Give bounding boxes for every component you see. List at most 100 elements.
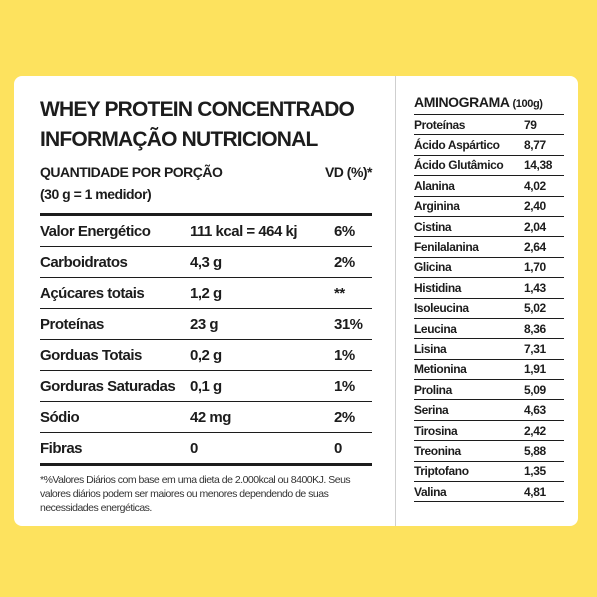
- aminogram-row: Proteínas 79: [414, 114, 564, 134]
- amino-acid-name: Fenilalanina: [414, 240, 479, 255]
- nutrient-amount: 23 g: [190, 315, 219, 333]
- aminogram-panel: AMINOGRAMA (100g) Proteínas 79 Ácido Aspár…: [414, 94, 564, 503]
- serving-size: (30 g = 1 medidor): [40, 186, 152, 202]
- aminogram-row: Arginina 2,40: [414, 195, 564, 216]
- aminogram-row: Histidina 1,43: [414, 277, 564, 297]
- product-title: WHEY PROTEIN CONCENTRADO: [40, 98, 355, 121]
- amino-acid-value: 5,88: [524, 443, 546, 458]
- nutrient-vd: 0: [334, 439, 342, 457]
- nutrient-vd: 1%: [334, 346, 355, 364]
- nutrient-vd: 2%: [334, 253, 355, 271]
- nutrient-name: Proteínas: [40, 315, 104, 333]
- nutrition-facts-panel: WHEY PROTEIN CONCENTRADO INFORMAÇÃO NUTR…: [40, 95, 373, 515]
- amino-acid-name: Prolina: [414, 382, 452, 397]
- amino-acid-value: 4,63: [524, 403, 546, 418]
- aminogram-row: Ácido Aspártico 8,77: [414, 134, 564, 154]
- nutrition-row: Proteínas 23 g 31%: [40, 309, 372, 340]
- nutrient-amount: 111 kcal = 464 kj: [190, 222, 298, 240]
- nutrition-row: Fibras 0 0: [40, 433, 372, 466]
- aminogram-row: Lisina 7,31: [414, 338, 564, 358]
- nutrition-table: Valor Energético 111 kcal = 464 kj 6% Carbo…: [40, 216, 372, 466]
- footnote: *%Valores Diários com base em uma dieta …: [40, 474, 351, 514]
- amino-acid-value: 2,42: [524, 423, 546, 438]
- amino-acid-value: 8,36: [524, 321, 546, 336]
- aminogram-row: Serina 4,63: [414, 399, 564, 419]
- amino-acid-value: 4,81: [524, 484, 546, 499]
- amino-acid-name: Leucina: [414, 321, 457, 336]
- amino-acid-name: Lisina: [414, 341, 447, 356]
- nutrition-row: Carboidratos 4,3 g 2%: [40, 247, 372, 278]
- amino-acid-value: 2,04: [524, 219, 546, 234]
- aminogram-title: AMINOGRAMA: [414, 94, 510, 110]
- aminogram-row: Glicina 1,70: [414, 256, 564, 277]
- amino-acid-name: Metionina: [414, 362, 467, 377]
- amino-acid-value: 1,43: [524, 280, 546, 295]
- nutrition-row: Açúcares totais 1,2 g **: [40, 278, 372, 309]
- nutrient-name: Açúcares totais: [40, 284, 145, 302]
- nutrition-row: Gorduas Totais 0,2 g 1%: [40, 340, 372, 371]
- amino-acid-name: Ácido Glutâmico: [414, 158, 504, 173]
- aminogram-row: Cistina 2,04: [414, 215, 564, 236]
- nutrient-amount: 0,1 g: [190, 377, 222, 395]
- amino-acid-name: Triptofano: [414, 464, 469, 479]
- nutrient-vd: 6%: [334, 222, 355, 240]
- serving-label: QUANTIDADE POR PORÇÃO: [40, 164, 223, 180]
- column-divider: [395, 76, 396, 526]
- aminogram-row: Tirosina 2,42: [414, 419, 564, 440]
- amino-acid-name: Serina: [414, 403, 449, 418]
- nutrient-amount: 42 mg: [190, 408, 231, 426]
- amino-acid-name: Tirosina: [414, 423, 458, 438]
- nutrition-row: Valor Energético 111 kcal = 464 kj 6%: [40, 216, 372, 247]
- amino-acid-name: Treonina: [414, 443, 461, 458]
- nutrition-label-card: [14, 76, 578, 526]
- nutrient-amount: 1,2 g: [190, 284, 222, 302]
- aminogram-row: Alanina 4,02: [414, 175, 564, 195]
- amino-acid-value: 8,77: [524, 138, 546, 153]
- aminogram-row: Valina 4,81: [414, 481, 564, 503]
- serving-header: QUANTIDADE POR PORÇÃO VD (%)*: [40, 161, 373, 183]
- nutrient-vd: 1%: [334, 377, 355, 395]
- amino-acid-value: 1,91: [524, 362, 546, 377]
- amino-acid-name: Cistina: [414, 219, 452, 234]
- amino-acid-name: Isoleucina: [414, 301, 469, 316]
- aminogram-table: Proteínas 79 Ácido Aspártico 8,77 Ácido Glut…: [414, 114, 564, 503]
- aminogram-header: AMINOGRAMA (100g): [414, 94, 564, 114]
- amino-acid-name: Valina: [414, 484, 447, 499]
- section-divider: [40, 213, 372, 216]
- nutrient-vd: 2%: [334, 408, 355, 426]
- aminogram-row: Isoleucina 5,02: [414, 297, 564, 318]
- amino-acid-name: Ácido Aspártico: [414, 138, 500, 153]
- vd-header: VD (%)*: [324, 164, 373, 180]
- amino-acid-name: Proteínas: [414, 117, 466, 132]
- nutrient-vd: **: [334, 284, 345, 302]
- aminogram-row: Metionina 1,91: [414, 358, 564, 379]
- aminogram-row: Leucina 8,36: [414, 317, 564, 338]
- nutrient-name: Sódio: [40, 408, 80, 426]
- nutrient-name: Gorduas Totais: [40, 346, 142, 364]
- amino-acid-value: 79: [524, 117, 537, 132]
- amino-acid-value: 1,35: [524, 464, 546, 479]
- amino-acid-value: 2,64: [524, 240, 546, 255]
- panel-title: INFORMAÇÃO NUTRICIONAL: [40, 128, 318, 151]
- nutrient-name: Fibras: [40, 439, 83, 457]
- amino-acid-value: 5,09: [524, 382, 546, 397]
- nutrient-name: Valor Energético: [40, 222, 151, 240]
- amino-acid-value: 2,40: [524, 199, 546, 214]
- amino-acid-name: Glicina: [414, 260, 452, 275]
- aminogram-row: Ácido Glutâmico 14,38: [414, 154, 564, 175]
- amino-acid-value: 14,38: [524, 158, 553, 173]
- aminogram-row: Triptofano 1,35: [414, 460, 564, 481]
- nutrient-amount: 0,2 g: [190, 346, 222, 364]
- nutrient-name: Carboidratos: [40, 253, 128, 271]
- nutrient-vd: 31%: [334, 315, 363, 333]
- nutrition-row: Gorduras Saturadas 0,1 g 1%: [40, 371, 372, 402]
- amino-acid-value: 7,31: [524, 341, 546, 356]
- amino-acid-name: Alanina: [414, 178, 455, 193]
- amino-acid-value: 1,70: [524, 260, 546, 275]
- amino-acid-name: Histidina: [414, 280, 462, 295]
- aminogram-row: Fenilalanina 2,64: [414, 236, 564, 256]
- aminogram-row: Treonina 5,88: [414, 440, 564, 460]
- nutrition-row: Sódio 42 mg 2%: [40, 402, 372, 433]
- amino-acid-value: 4,02: [524, 178, 546, 193]
- amino-acid-name: Arginina: [414, 199, 460, 214]
